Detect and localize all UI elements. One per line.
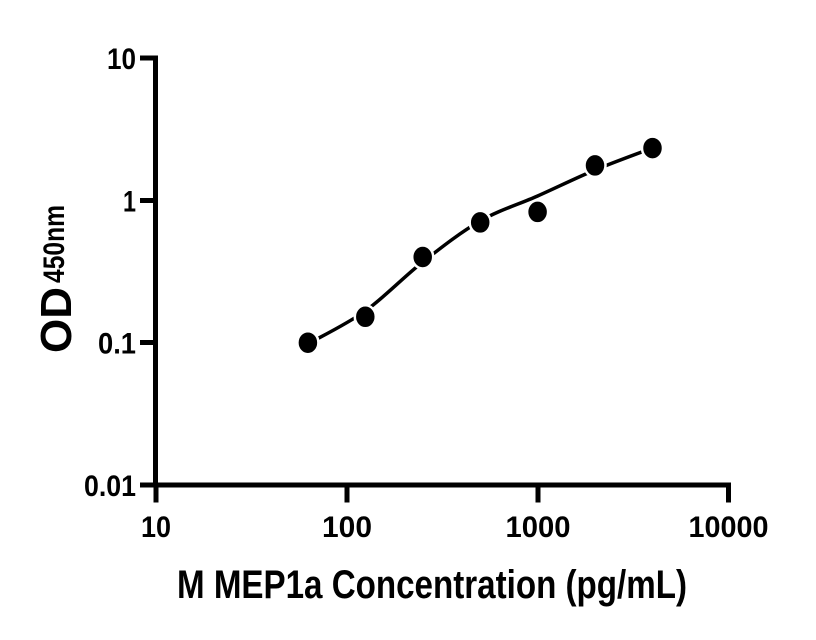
data-point-4 bbox=[525, 199, 550, 225]
x-tick-label-1000: 1000 bbox=[506, 511, 571, 544]
y-tick-label-10: 10 bbox=[107, 43, 136, 76]
x-tick-label-10000: 10000 bbox=[689, 511, 769, 544]
data-point-2 bbox=[410, 244, 435, 270]
x-tick-label-100: 100 bbox=[322, 511, 372, 544]
y-tick-label-1: 1 bbox=[123, 186, 136, 219]
data-point-0 bbox=[296, 329, 320, 356]
data-point-3 bbox=[468, 209, 492, 236]
y-axis-title-subscript: 450nm bbox=[38, 205, 71, 283]
plot-layer bbox=[296, 135, 665, 356]
x-axis-title: M MEP1a Concentration (pg/mL) bbox=[177, 563, 687, 607]
data-point-5 bbox=[583, 152, 607, 179]
y-axis-title: OD bbox=[32, 287, 81, 353]
data-point-6 bbox=[640, 135, 665, 161]
y-tick-label-0p1: 0.1 bbox=[98, 328, 136, 361]
data-point-1 bbox=[353, 304, 378, 330]
y-tick-label-0p01: 0.01 bbox=[84, 470, 136, 503]
axes bbox=[140, 55, 731, 503]
x-tick-label-10: 10 bbox=[141, 511, 171, 544]
